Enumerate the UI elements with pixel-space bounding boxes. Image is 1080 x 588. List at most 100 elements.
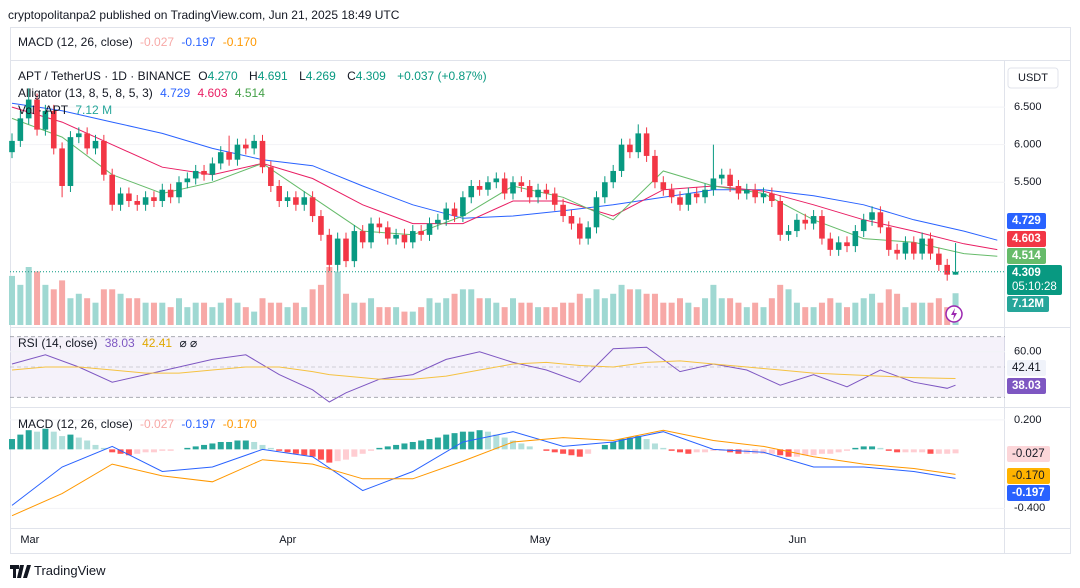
volume-bar xyxy=(150,302,157,325)
volume-bar xyxy=(159,302,166,325)
candle-body xyxy=(618,144,625,171)
candle-body xyxy=(501,178,508,194)
histogram-bar xyxy=(952,449,959,454)
candle-body xyxy=(393,234,399,239)
candle-body xyxy=(919,238,925,254)
legend-value: -0.170 xyxy=(222,417,257,431)
volume-bar xyxy=(785,289,792,325)
histogram-bar xyxy=(685,449,692,454)
histogram-bar xyxy=(944,449,951,454)
candle-body xyxy=(526,185,533,198)
candle-body xyxy=(577,223,583,239)
candle-body xyxy=(217,152,224,164)
candle-body xyxy=(201,170,207,175)
candle-body xyxy=(777,201,783,235)
candle-body xyxy=(309,197,316,217)
candle-body xyxy=(276,185,282,202)
candle-body xyxy=(660,182,667,190)
volume-bar xyxy=(459,289,466,325)
candle-body xyxy=(109,174,115,205)
histogram-bar xyxy=(601,444,608,450)
histogram-bar xyxy=(67,434,74,450)
histogram-bar xyxy=(326,449,333,463)
candle-body xyxy=(936,253,942,265)
histogram-bar xyxy=(217,441,224,450)
volume-bar xyxy=(885,289,892,325)
histogram-bar xyxy=(334,449,341,462)
ohlc-value: 4.269 xyxy=(305,69,336,83)
histogram-bar xyxy=(835,449,842,453)
volume-bar xyxy=(226,298,233,325)
volume-bar xyxy=(401,311,408,325)
ohlc-value: 4.270 xyxy=(207,69,238,83)
histogram-bar xyxy=(693,449,700,453)
legend-title: APT / TetherUS · 1D · BINANCE xyxy=(18,69,191,83)
candle-body xyxy=(476,185,483,190)
histogram-bar xyxy=(910,449,917,453)
histogram-bar xyxy=(276,449,283,451)
volume-bar xyxy=(75,293,82,325)
candle-body xyxy=(752,189,758,198)
volume-bar xyxy=(468,289,475,325)
volume-bar xyxy=(702,298,709,325)
candle-body xyxy=(860,219,867,232)
histogram-bar xyxy=(343,449,349,460)
volume-bar xyxy=(109,289,116,325)
legend-title: Vol · APT xyxy=(18,103,69,117)
histogram-bar xyxy=(34,431,41,450)
volume-bar xyxy=(176,298,182,325)
x-tick-label: Mar xyxy=(20,534,39,546)
volume-bar xyxy=(25,267,32,325)
candle-body xyxy=(134,201,141,205)
volume-bar xyxy=(760,307,767,325)
volume-bar xyxy=(34,271,41,325)
price-legend: APT / TetherUS · 1D · BINANCE O4.270 H4.… xyxy=(18,69,491,83)
macd-line xyxy=(11,429,956,517)
volume-bar xyxy=(84,298,91,325)
ohlc: L4.269 xyxy=(299,69,340,83)
histogram-bar xyxy=(802,449,809,456)
alligator-line xyxy=(11,102,998,241)
volume-bar xyxy=(626,289,633,325)
volume-bar xyxy=(50,289,57,325)
histogram-bar xyxy=(810,449,817,456)
candle-body xyxy=(543,189,550,194)
histogram-bar xyxy=(935,449,942,454)
volume-bar xyxy=(167,307,174,325)
histogram-bar xyxy=(109,449,116,453)
candle-body xyxy=(359,231,366,243)
histogram-bar xyxy=(702,449,709,453)
volume-bar xyxy=(810,307,817,325)
histogram-bar xyxy=(459,431,466,450)
candle-body xyxy=(334,238,341,265)
candle-body xyxy=(627,144,633,153)
histogram-bar xyxy=(919,449,926,453)
volume-bar xyxy=(326,267,333,325)
histogram-bar xyxy=(84,440,91,450)
rsi-band xyxy=(10,336,1005,398)
histogram-bar xyxy=(526,446,533,450)
histogram-bar xyxy=(618,439,625,450)
candle-body xyxy=(602,182,608,198)
legend-title: Alligator (13, 8, 5, 8, 5, 3) xyxy=(18,86,153,100)
candle-body xyxy=(727,174,733,186)
volume-bar xyxy=(643,293,650,325)
histogram-bar xyxy=(585,449,592,454)
badge: 4.729 xyxy=(1007,213,1046,229)
ohlc: C4.309 xyxy=(347,69,390,83)
candle-body xyxy=(927,238,934,254)
candle-body xyxy=(451,208,458,217)
histogram-bar xyxy=(576,449,583,457)
volume-bar xyxy=(818,302,825,325)
candle-body xyxy=(510,182,516,194)
histogram-bar xyxy=(226,441,233,450)
histogram-bar xyxy=(251,441,258,450)
volume-bar xyxy=(276,302,283,325)
histogram-bar xyxy=(501,437,508,450)
histogram-bar xyxy=(451,433,458,450)
volume-bar xyxy=(935,298,942,325)
candle-body xyxy=(894,249,900,254)
histogram-bar xyxy=(560,449,567,454)
volume-bar xyxy=(301,307,308,325)
logo-text: TradingView xyxy=(34,563,106,578)
